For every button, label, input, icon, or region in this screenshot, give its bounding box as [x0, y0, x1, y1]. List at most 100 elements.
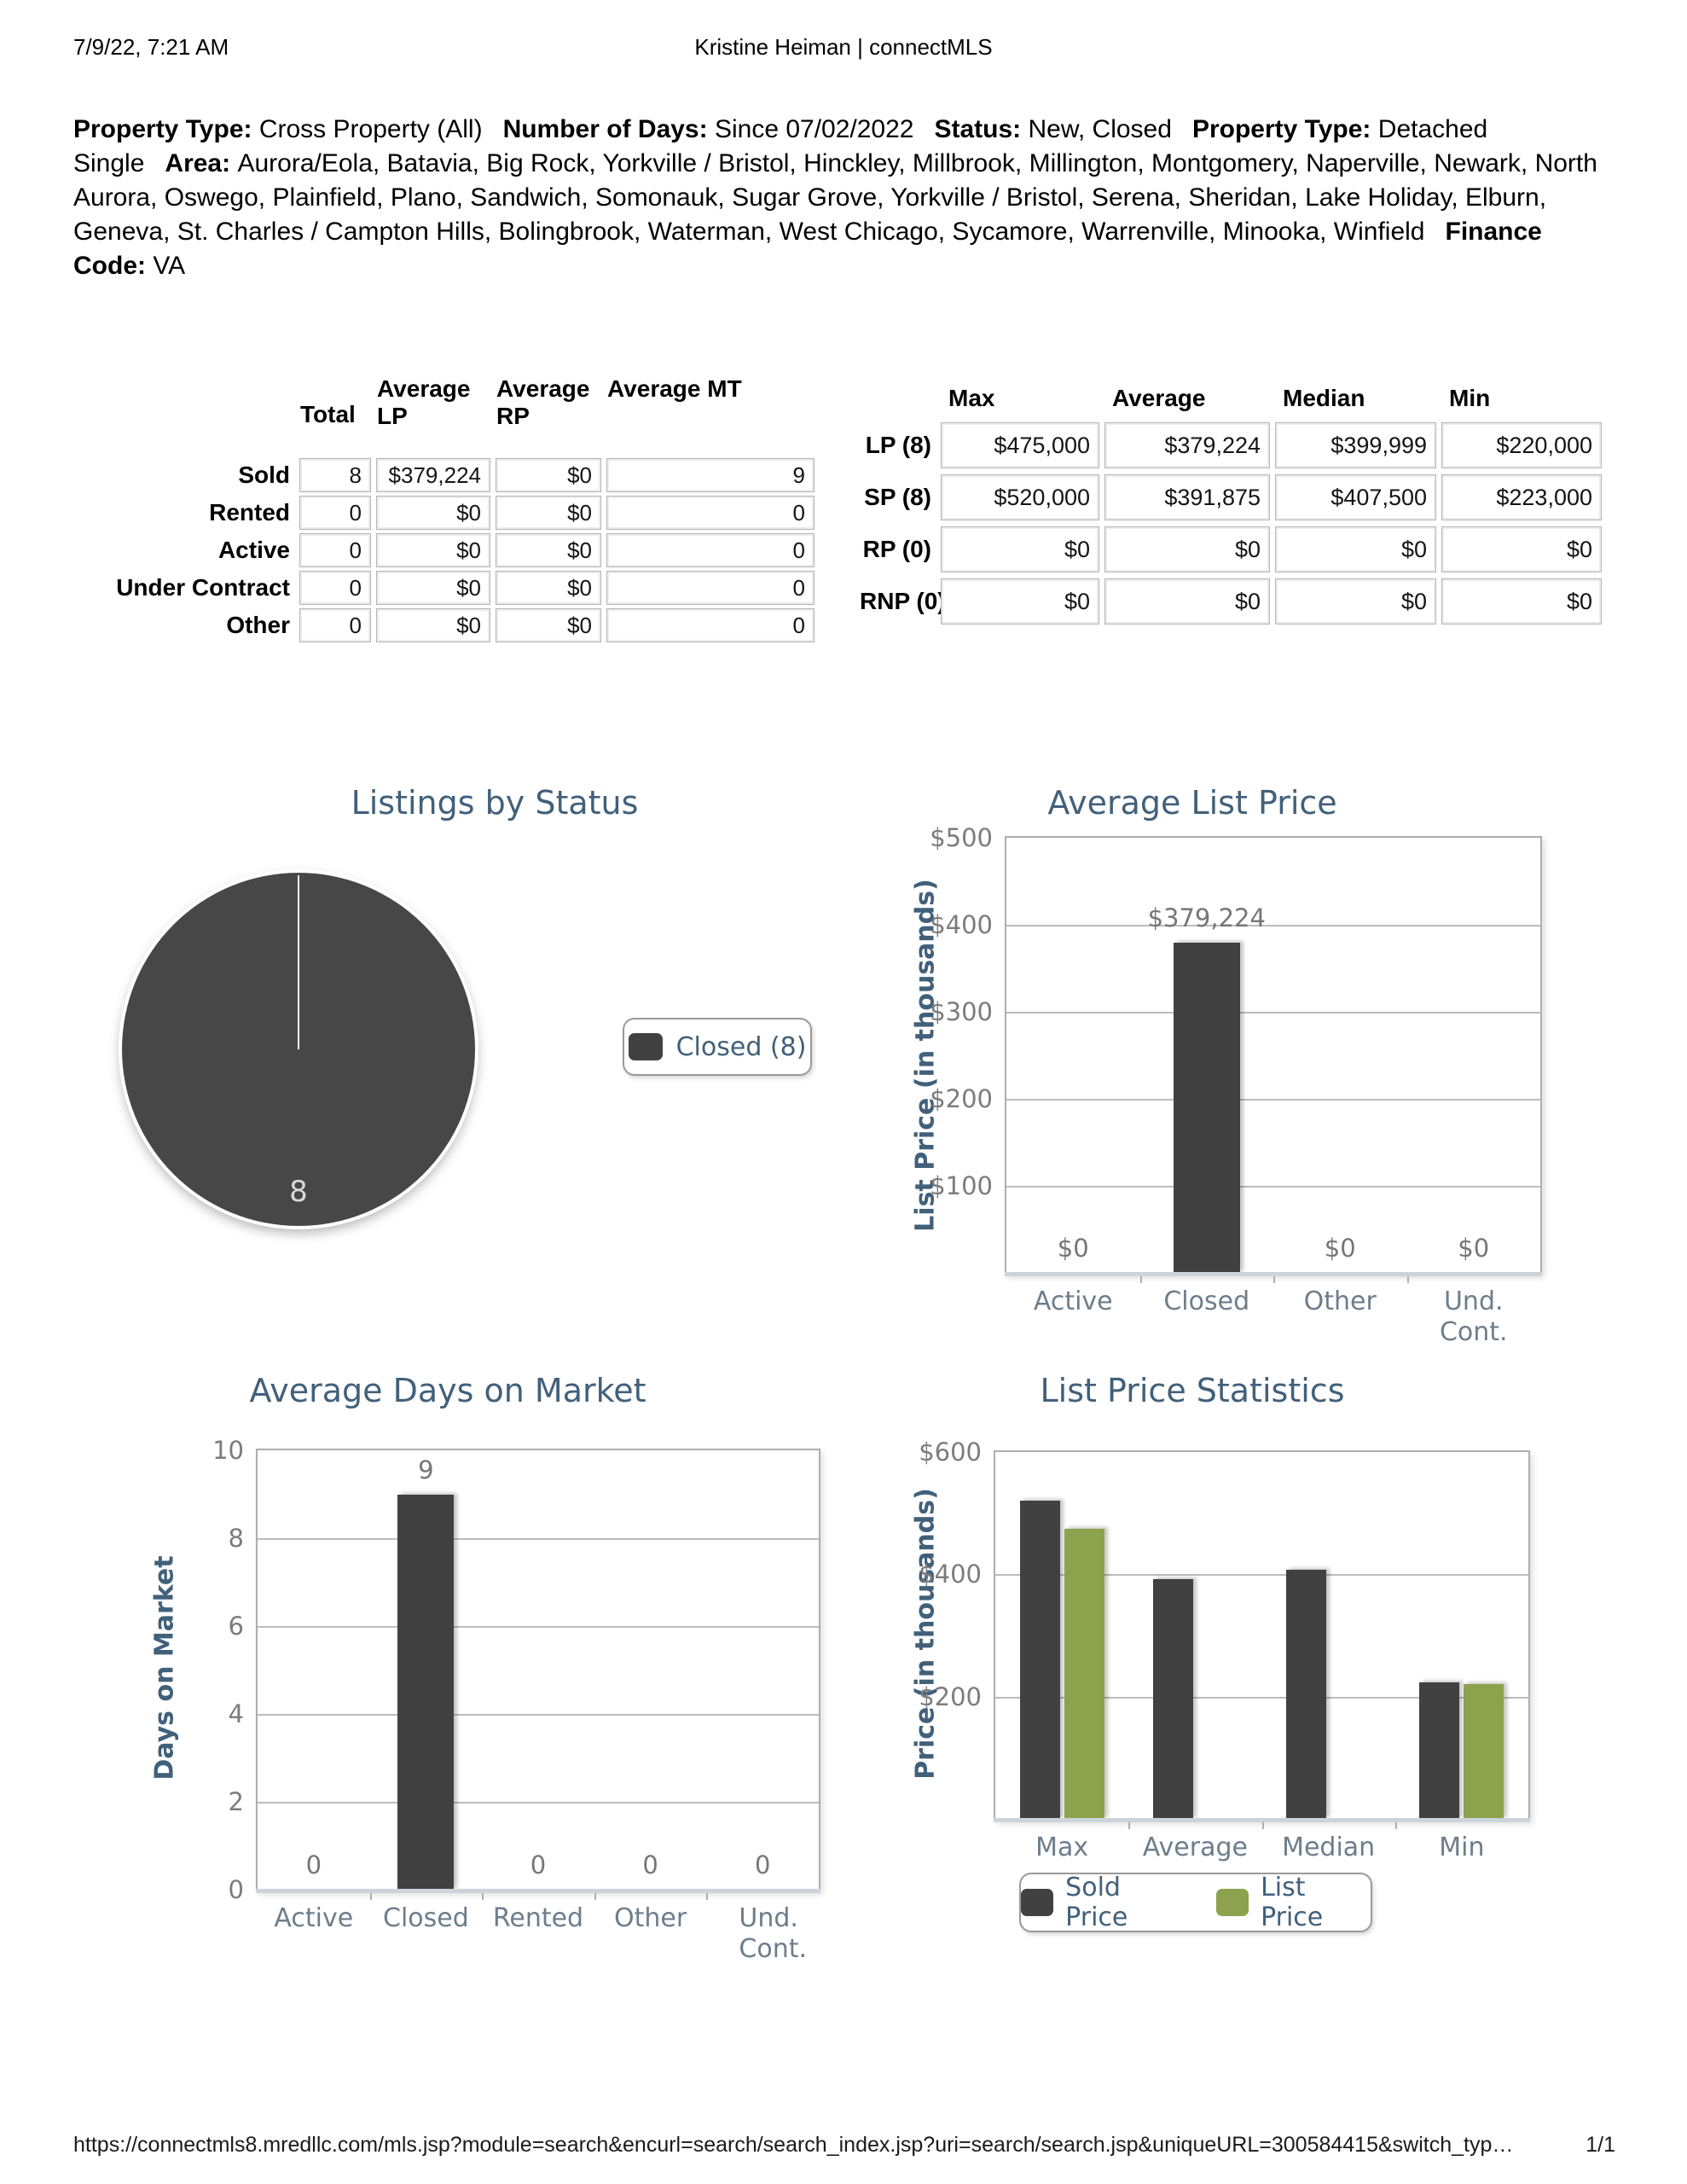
row-label: Under Contract: [116, 574, 290, 601]
value-cell: $379,224: [1105, 423, 1269, 468]
chart-title: Average List Price: [1047, 784, 1337, 822]
value-cell: $0: [377, 609, 490, 642]
value-cell: 0: [607, 609, 814, 642]
y-axis-label: Price (in thousands): [910, 1488, 941, 1780]
axis-notch: [1273, 1273, 1275, 1283]
chart-legend: Sold Price List Price: [1019, 1873, 1372, 1932]
bar-value-label: $379,224: [1147, 903, 1266, 933]
pie-legend: Closed (8): [623, 1018, 812, 1076]
x-category: Min: [1439, 1833, 1485, 1862]
bar-value-label: $0: [1324, 1234, 1356, 1263]
value-cell: 9: [607, 459, 814, 491]
value-cell: 0: [300, 572, 370, 604]
x-category: Other: [614, 1903, 687, 1933]
filter-pair: Area: Aurora/Eola, Batavia, Big Rock, Yo…: [73, 149, 1597, 246]
bar-sold-price: [1152, 1579, 1193, 1819]
value-cell: $0: [377, 497, 490, 529]
legend-label: List Price: [1261, 1873, 1324, 1932]
bar-sold-price: [1286, 1569, 1327, 1819]
gridline: [995, 1696, 1528, 1699]
filter-pair: Property Type: Cross Property (All): [73, 115, 483, 143]
print-datetime: 7/9/22, 7:21 AM: [73, 34, 229, 60]
row-label: LP (8): [865, 432, 931, 458]
value-cell: 0: [300, 497, 370, 529]
legend-item-sold-price: Sold Price: [1021, 1873, 1186, 1932]
x-category: Rented: [492, 1903, 584, 1933]
x-category: Closed: [383, 1903, 469, 1933]
value-cell: $0: [942, 527, 1099, 572]
value-cell: $0: [496, 497, 600, 529]
column-header-average-rp: Average RP: [496, 375, 590, 429]
y-tick: 0: [228, 1875, 244, 1904]
row-label: Other: [226, 612, 290, 638]
row-label: Rented: [209, 499, 290, 526]
filter-label: Status:: [934, 115, 1022, 143]
value-cell: 0: [607, 534, 814, 566]
column-header-median: Median: [1283, 385, 1365, 411]
value-cell: $0: [942, 579, 1099, 624]
bar-value-label: 0: [305, 1850, 322, 1879]
value-cell: $0: [496, 459, 600, 491]
x-category: Und. Cont.: [1439, 1287, 1508, 1347]
y-tick: 10: [212, 1436, 244, 1465]
x-category: Median: [1282, 1833, 1376, 1862]
filter-pair: Property Type: Detached Single: [73, 115, 1487, 177]
y-tick: 2: [228, 1787, 244, 1816]
x-category: Und. Cont.: [739, 1903, 808, 1964]
axis-notch: [1128, 1819, 1131, 1829]
value-cell: $475,000: [942, 423, 1099, 468]
legend-label: Sold Price: [1065, 1873, 1128, 1932]
bar-closed: [397, 1494, 455, 1890]
spacer: [89, 375, 293, 454]
price-statistics-table: Max Average Median Min LP (8) $475,000 $…: [860, 378, 1601, 624]
value-cell: $0: [1105, 527, 1269, 572]
y-tick: 6: [228, 1612, 244, 1641]
y-tick: $300: [930, 997, 993, 1026]
legend-swatch-closed: [628, 1033, 663, 1060]
bar-value-label: 0: [754, 1850, 771, 1879]
chart-list-price-statistics: List Price Statistics Price (in thousand…: [844, 1365, 1540, 2013]
bar-closed: [1173, 943, 1240, 1273]
bar-sold-price: [1019, 1501, 1060, 1819]
value-cell: 0: [300, 534, 370, 566]
filter-label: Property Type:: [1191, 115, 1371, 143]
y-tick: 8: [228, 1524, 244, 1553]
bar-value-label: $0: [1057, 1234, 1089, 1263]
axis-notch: [1394, 1819, 1397, 1829]
chart-title: Listings by Status: [351, 784, 639, 822]
footer-url: https://connectmls8.mredllc.com/mls.jsp?…: [73, 2133, 1514, 2157]
value-cell: $0: [496, 572, 600, 604]
bar-group-max: [995, 1452, 1128, 1819]
value-cell: 0: [607, 497, 814, 529]
column-header-average-lp: Average LP: [377, 375, 471, 429]
row-label: Sold: [238, 462, 290, 488]
legend-swatch-list: [1215, 1889, 1249, 1916]
pie-chart: 8: [122, 873, 475, 1226]
chart-title: List Price Statistics: [1040, 1372, 1345, 1409]
plot-area: $500 $400 $300 $200 $100 $0 $379,224 $0 …: [930, 823, 1542, 1347]
bar-list-price: [1464, 1684, 1504, 1819]
column-header-total: Total: [300, 401, 356, 427]
filter-value: Detached Single: [73, 115, 1488, 177]
x-category: Closed: [1163, 1287, 1250, 1316]
gridline: [258, 1626, 819, 1628]
gridline: [1006, 1012, 1540, 1014]
filter-value: VA: [153, 252, 186, 280]
value-cell: $0: [377, 534, 490, 566]
gridline: [995, 1574, 1528, 1577]
value-cell: $0: [1442, 579, 1601, 624]
axis-notch: [1139, 1273, 1142, 1283]
axis-notch: [482, 1890, 484, 1900]
status-summary-table: Total Average LP Average RP Average MT S…: [89, 375, 814, 642]
value-cell: 8: [300, 459, 370, 491]
chart-average-list-price: Average List Price List Price (in thousa…: [844, 772, 1542, 1369]
axis-notch: [594, 1890, 596, 1900]
x-category: Average: [1142, 1833, 1248, 1862]
axis-notch: [369, 1890, 372, 1900]
gridline: [258, 1714, 819, 1716]
y-tick: $400: [919, 1560, 982, 1589]
filter-label: Property Type:: [73, 115, 252, 143]
plot-area: 10 8 6 4 2 0 0 9 0 0 0 Active Closed Ren…: [212, 1436, 820, 1964]
y-tick: $200: [919, 1682, 982, 1711]
